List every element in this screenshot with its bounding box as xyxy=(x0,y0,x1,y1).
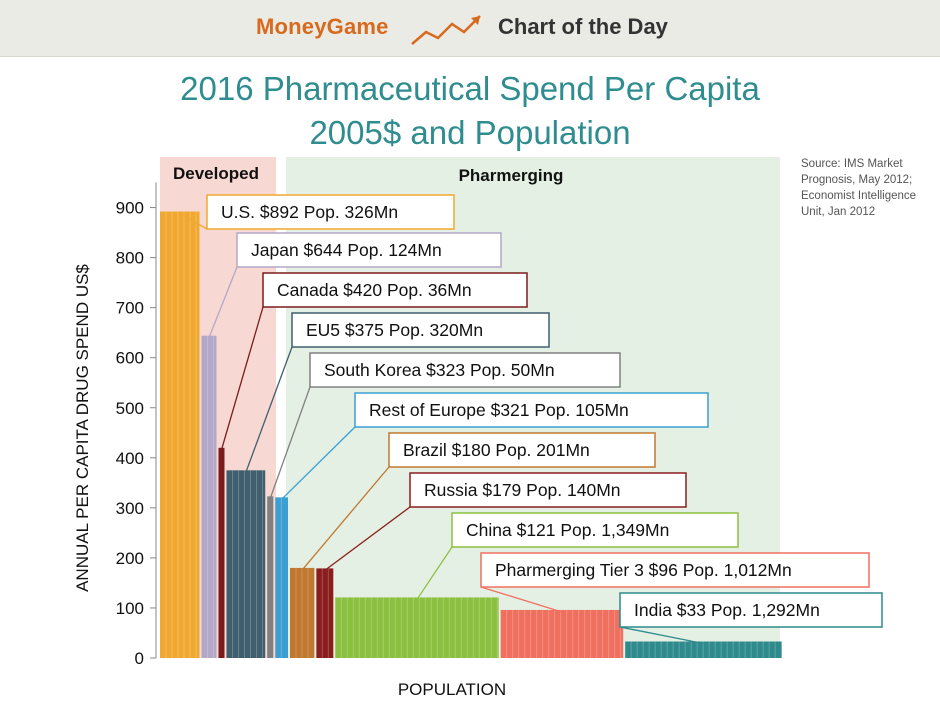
y-tick-label: 100 xyxy=(116,599,144,618)
pharmerging-label: Pharmerging xyxy=(459,166,564,185)
source-note: Source: IMS Market Prognosis, May 2012; … xyxy=(801,158,917,218)
y-tick-label: 800 xyxy=(116,249,144,268)
bar-u-s- xyxy=(160,211,200,658)
callout-label: Japan $644 Pop. 124Mn xyxy=(251,240,442,260)
bar-japan xyxy=(201,335,217,658)
callout-label: China $121 Pop. 1,349Mn xyxy=(466,520,669,540)
leader-line xyxy=(179,212,208,230)
chart-title: 2016 Pharmaceutical Spend Per Capita xyxy=(180,70,760,107)
bar-india xyxy=(625,641,782,658)
developed-label: Developed xyxy=(173,164,259,183)
bar-pharmerging-tier-3 xyxy=(500,609,624,658)
leader-line xyxy=(416,546,453,600)
callout-box xyxy=(236,232,502,268)
leader-line xyxy=(281,426,356,500)
callout-box xyxy=(309,352,621,388)
callout-box xyxy=(619,592,883,628)
y-tick-label: 700 xyxy=(116,299,144,318)
bar-canada xyxy=(218,447,225,658)
callout-box xyxy=(388,432,656,468)
bar-china xyxy=(335,597,499,658)
callout-label: EU5 $375 Pop. 320Mn xyxy=(306,320,483,340)
callout-label: Pharmerging Tier 3 $96 Pop. 1,012Mn xyxy=(495,560,792,580)
leader-line xyxy=(324,506,411,571)
leader-line xyxy=(208,266,238,338)
callout-box xyxy=(451,512,739,548)
leader-line xyxy=(269,386,311,499)
leader-line xyxy=(480,586,563,613)
trend-arrow-icon xyxy=(411,15,481,45)
leader-line xyxy=(220,306,264,450)
y-tick-label: 900 xyxy=(116,199,144,218)
y-tick-label: 200 xyxy=(116,549,144,568)
y-axis-title: ANNUAL PER CAPITA DRUG SPEND US$ xyxy=(73,264,92,592)
y-tick-label: 0 xyxy=(135,649,144,668)
leader-line xyxy=(245,346,293,473)
bar-rest-of-europe xyxy=(275,497,289,658)
callout-label: South Korea $323 Pop. 50Mn xyxy=(324,360,555,380)
leader-line xyxy=(301,466,390,571)
bar-russia xyxy=(316,568,334,658)
callout-label: Brazil $180 Pop. 201Mn xyxy=(403,440,590,460)
bar-eu5 xyxy=(226,470,266,658)
callout-label: India $33 Pop. 1,292Mn xyxy=(634,600,820,620)
bar-south-korea xyxy=(267,496,274,658)
callout-label: Russia $179 Pop. 140Mn xyxy=(424,480,621,500)
leader-line xyxy=(619,626,704,645)
callout-box xyxy=(291,312,550,348)
callout-box xyxy=(480,552,870,588)
callout-label: U.S. $892 Pop. 326Mn xyxy=(221,202,398,222)
y-tick-label: 400 xyxy=(116,449,144,468)
chart-subtitle: 2005$ and Population xyxy=(309,114,631,151)
y-tick-label: 600 xyxy=(116,349,144,368)
callout-box xyxy=(409,472,687,508)
header-banner: MoneyGame Chart of the Day xyxy=(0,0,940,57)
brand-name: MoneyGame xyxy=(256,14,389,39)
callout-box xyxy=(262,272,528,308)
y-tick-label: 300 xyxy=(116,499,144,518)
y-tick-label: 500 xyxy=(116,399,144,418)
bar-brazil xyxy=(290,567,315,658)
callout-label: Canada $420 Pop. 36Mn xyxy=(277,280,472,300)
callout-box xyxy=(354,392,709,428)
callout-label: Rest of Europe $321 Pop. 105Mn xyxy=(369,400,629,420)
chart-of-the-day-label: Chart of the Day xyxy=(498,14,668,39)
x-axis-title: POPULATION xyxy=(398,680,506,699)
callout-box xyxy=(206,194,455,230)
